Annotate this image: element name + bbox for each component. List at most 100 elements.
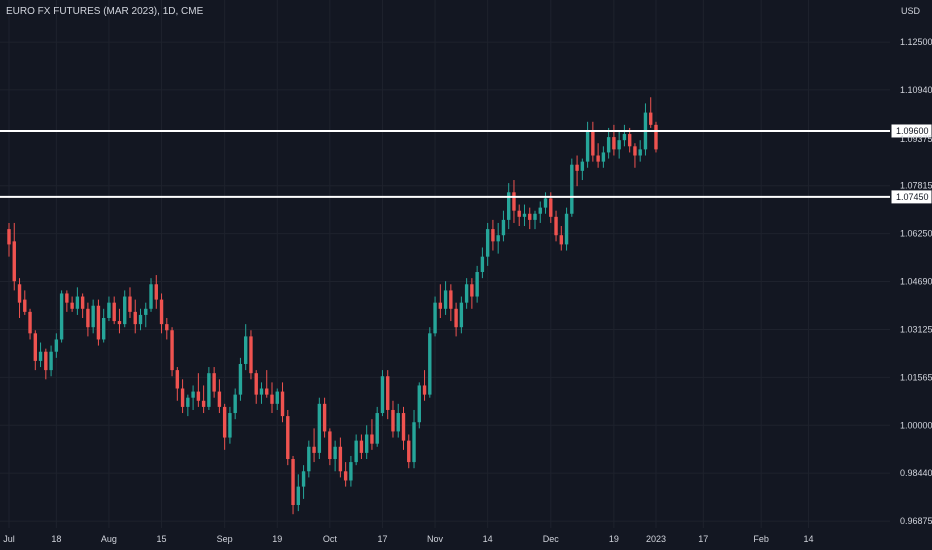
candle-down[interactable] [454, 308, 458, 328]
candle-down[interactable] [117, 321, 122, 325]
candle-down[interactable] [407, 440, 411, 463]
candle-up[interactable] [91, 305, 95, 328]
candle-up[interactable] [138, 314, 143, 325]
candle-up[interactable] [501, 219, 506, 236]
candle-down[interactable] [70, 302, 74, 309]
candle-down[interactable] [627, 134, 632, 147]
candle-down[interactable] [549, 198, 553, 217]
candle-up[interactable] [244, 336, 248, 364]
candle-up[interactable] [606, 137, 611, 153]
candle-down[interactable] [286, 416, 290, 460]
candle-up[interactable] [533, 213, 537, 220]
candle-up[interactable] [259, 388, 264, 395]
candle-up[interactable] [485, 229, 490, 257]
candle-up[interactable] [123, 296, 127, 325]
candle-down[interactable] [133, 311, 137, 325]
candle-down[interactable] [391, 409, 395, 432]
candle-down[interactable] [386, 376, 390, 410]
candle-down[interactable] [528, 213, 532, 220]
candle-down[interactable] [159, 299, 164, 325]
candle-down[interactable] [254, 373, 258, 395]
candle-up[interactable] [375, 413, 379, 444]
candle-down[interactable] [270, 394, 274, 404]
candle-up[interactable] [433, 302, 437, 334]
candle-up[interactable] [543, 198, 548, 208]
candle-down[interactable] [438, 302, 443, 309]
candle-up[interactable] [412, 422, 416, 463]
candle-up[interactable] [233, 394, 237, 414]
candle-up[interactable] [380, 376, 385, 414]
candle-down[interactable] [517, 210, 521, 217]
candle-up[interactable] [459, 302, 464, 328]
candle-down[interactable] [80, 296, 85, 309]
candle-down[interactable] [596, 155, 600, 162]
candle-up[interactable] [238, 363, 243, 395]
candle-up[interactable] [144, 308, 148, 315]
candle-up[interactable] [307, 446, 311, 472]
candle-down[interactable] [422, 385, 427, 395]
candle-up[interactable] [275, 391, 279, 404]
candle-down[interactable] [291, 459, 295, 506]
candle-down[interactable] [212, 373, 216, 392]
candle-up[interactable] [475, 272, 479, 297]
candle-down[interactable] [280, 391, 285, 417]
candle-up[interactable] [301, 471, 306, 487]
candle-up[interactable] [149, 284, 153, 309]
candle-down[interactable] [249, 336, 253, 374]
candle-down[interactable] [175, 370, 180, 389]
candle-down[interactable] [23, 299, 27, 312]
candle-down[interactable] [128, 296, 132, 312]
candle-up[interactable] [207, 373, 211, 407]
candle-down[interactable] [17, 284, 22, 303]
candle-down[interactable] [222, 406, 227, 438]
candle-down[interactable] [312, 446, 316, 453]
candle-down[interactable] [170, 330, 174, 371]
candle-down[interactable] [343, 471, 348, 481]
candle-up[interactable] [538, 207, 542, 214]
candle-down[interactable] [328, 431, 332, 460]
candle-down[interactable] [96, 305, 101, 340]
candle-down[interactable] [28, 311, 32, 334]
candle-down[interactable] [612, 137, 616, 150]
candle-up[interactable] [443, 290, 448, 309]
candle-down[interactable] [633, 146, 637, 156]
candle-down[interactable] [196, 391, 201, 401]
candle-up[interactable] [101, 317, 106, 340]
candle-up[interactable] [228, 413, 232, 438]
candle-up[interactable] [333, 446, 337, 460]
candle-down[interactable] [112, 302, 116, 322]
candle-up[interactable] [617, 140, 621, 150]
candle-up[interactable] [75, 296, 80, 309]
candle-down[interactable] [575, 164, 579, 171]
candle-down[interactable] [370, 434, 374, 444]
candle-up[interactable] [107, 302, 111, 318]
candle-up[interactable] [464, 284, 469, 303]
candle-down[interactable] [33, 333, 37, 361]
candle-up[interactable] [296, 486, 300, 506]
candle-up[interactable] [59, 293, 64, 340]
candle-down[interactable] [554, 216, 558, 236]
candle-down[interactable] [65, 293, 69, 303]
candle-up[interactable] [417, 385, 421, 423]
candle-up[interactable] [191, 391, 195, 398]
candle-down[interactable] [44, 351, 48, 371]
candle-up[interactable] [570, 164, 574, 214]
candle-down[interactable] [154, 284, 158, 300]
candle-down[interactable] [322, 403, 327, 432]
candle-down[interactable] [449, 290, 453, 309]
candle-down[interactable] [265, 388, 269, 395]
candle-down[interactable] [12, 241, 16, 282]
candle-up[interactable] [496, 235, 500, 242]
candle-down[interactable] [512, 192, 516, 211]
candle-up[interactable] [186, 397, 190, 407]
candle-up[interactable] [354, 440, 358, 463]
candle-up[interactable] [364, 434, 369, 453]
candle-up[interactable] [349, 462, 353, 481]
candle-up[interactable] [507, 192, 511, 220]
candle-down[interactable] [491, 229, 495, 242]
candle-up[interactable] [317, 403, 322, 453]
candle-down[interactable] [559, 235, 563, 245]
candle-up[interactable] [396, 413, 400, 432]
candle-down[interactable] [86, 308, 90, 328]
